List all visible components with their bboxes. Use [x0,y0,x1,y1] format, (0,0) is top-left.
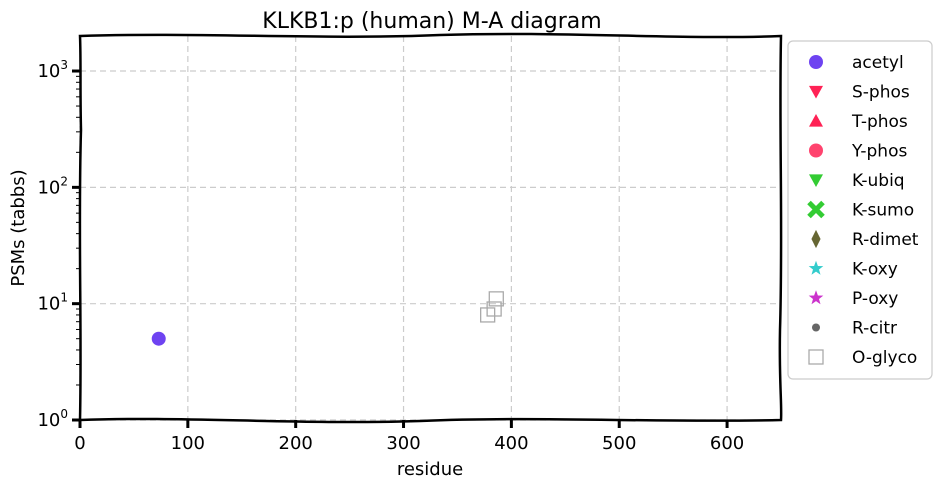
y-axis-label: PSMs (tabbs) [8,169,29,286]
legend-label-k-sumo: K-sumo [852,201,914,221]
x-tick-label: 300 [386,433,420,454]
data-point-o-glyco [488,291,504,307]
x-tick-label: 400 [494,433,528,454]
legend-label-r-citr: R-citr [852,319,897,339]
y-axis-ticks: 100 101 102 103 [37,58,80,431]
data-point-o-glyco [486,301,502,317]
x-tick-label: 100 [171,433,205,454]
legend-marker-s-phos [809,85,823,99]
legend-marker-o-glyco [808,349,824,365]
y-tick-label: 100 [37,407,68,431]
y-tick-label: 101 [37,291,68,315]
y-tick-label: 103 [37,58,68,82]
x-tick-label: 0 [74,433,85,454]
y-tick-label: 102 [37,174,68,198]
data-points [151,291,504,346]
legend-label-t-phos: T-phos [851,112,908,132]
legend-label-acetyl: acetyl [852,53,904,73]
legend-marker-r-citr [812,323,820,332]
x-axis-label: residue [397,459,463,480]
legend-label-k-oxy: K-oxy [852,260,898,280]
data-point-acetyl [151,331,166,346]
legend-marker-r-dimet [811,229,821,249]
legend-marker-p-oxy [808,290,824,305]
legend-label-s-phos: S-phos [852,83,910,103]
legend-label-o-glyco: O-glyco [852,348,917,368]
legend-marker-acetyl [809,55,823,69]
x-axis-ticks: 0 100 200 300 400 500 600 [74,420,744,454]
legend-marker-t-phos [809,114,823,127]
legend-marker-k-sumo [807,200,825,219]
grid-lines [79,36,781,421]
x-tick-label: 500 [602,433,636,454]
plot-frame [78,32,783,424]
legend-label-r-dimet: R-dimet [852,230,919,250]
chart-title: KLKB1:p (human) M-A diagram [262,9,601,34]
legend-marker-y-phos [809,143,823,158]
legend-box [787,40,933,380]
x-tick-label: 600 [710,433,744,454]
legend: acetyl S-phos T-phos Y-phos K-ubiq K-sumo R-di… [787,40,933,380]
legend-label-p-oxy: P-oxy [852,289,898,309]
legend-marker-k-ubiq [809,174,823,187]
legend-label-k-ubiq: K-ubiq [852,171,905,191]
x-tick-label: 200 [279,433,313,454]
legend-label-y-phos: Y-phos [851,142,907,162]
legend-marker-k-oxy [808,260,824,275]
